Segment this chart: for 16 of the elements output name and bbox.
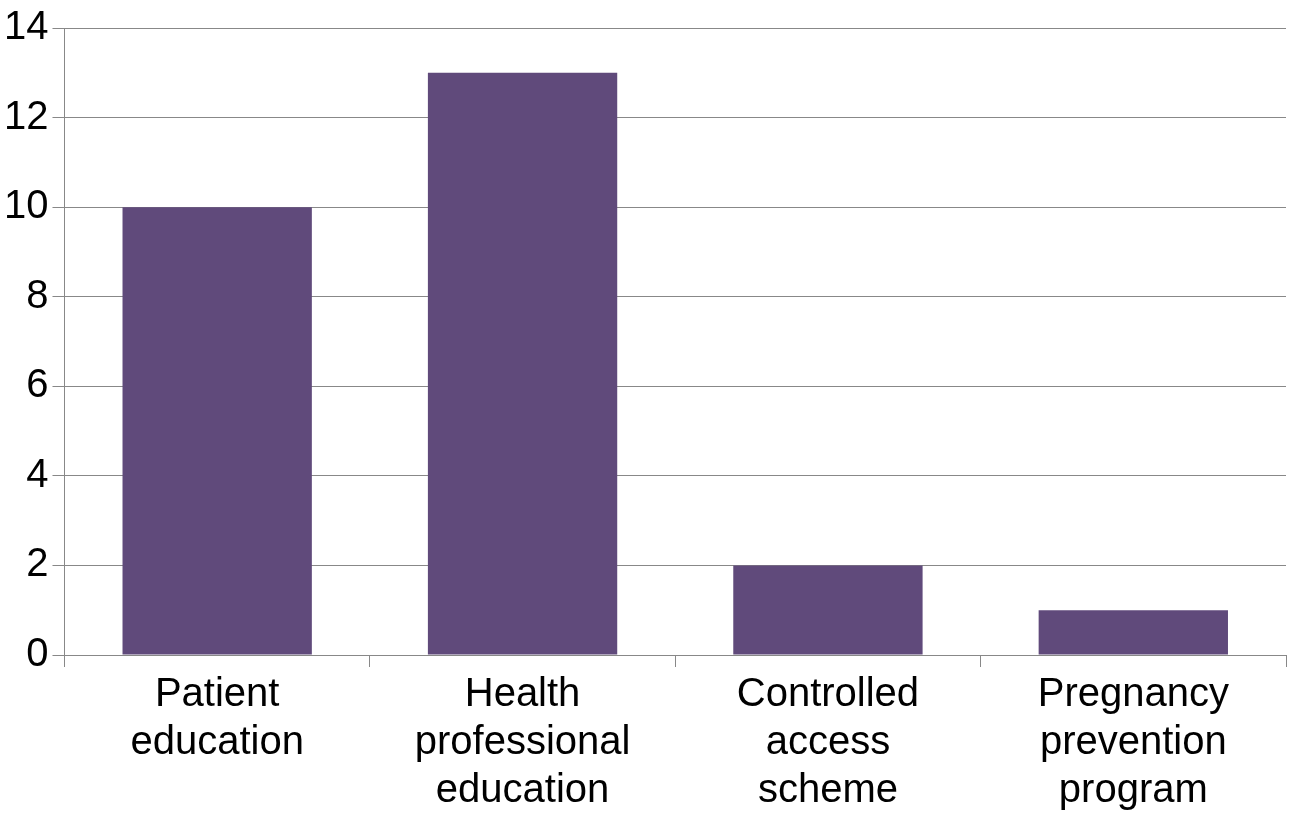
y-tick-label: 6 [26, 361, 49, 406]
y-tick-label: 0 [26, 630, 49, 675]
x-tick-label: Health professional education [414, 670, 631, 811]
y-tick-label: 14 [3, 3, 49, 48]
y-tick-label: 4 [26, 450, 49, 495]
y-tick-label: 8 [26, 271, 49, 316]
y-tick-label: 10 [3, 182, 49, 227]
bar [1038, 610, 1228, 655]
y-tick-label: 2 [26, 540, 49, 585]
bar [427, 72, 618, 655]
x-tick-label: Pregnancy prevention program [1037, 670, 1229, 811]
x-tick-label: Patient education [130, 670, 304, 763]
x-tick-label: Controlled access scheme [736, 670, 920, 811]
bar [733, 565, 923, 655]
y-tick-label: 12 [3, 92, 49, 137]
bar [122, 207, 312, 655]
